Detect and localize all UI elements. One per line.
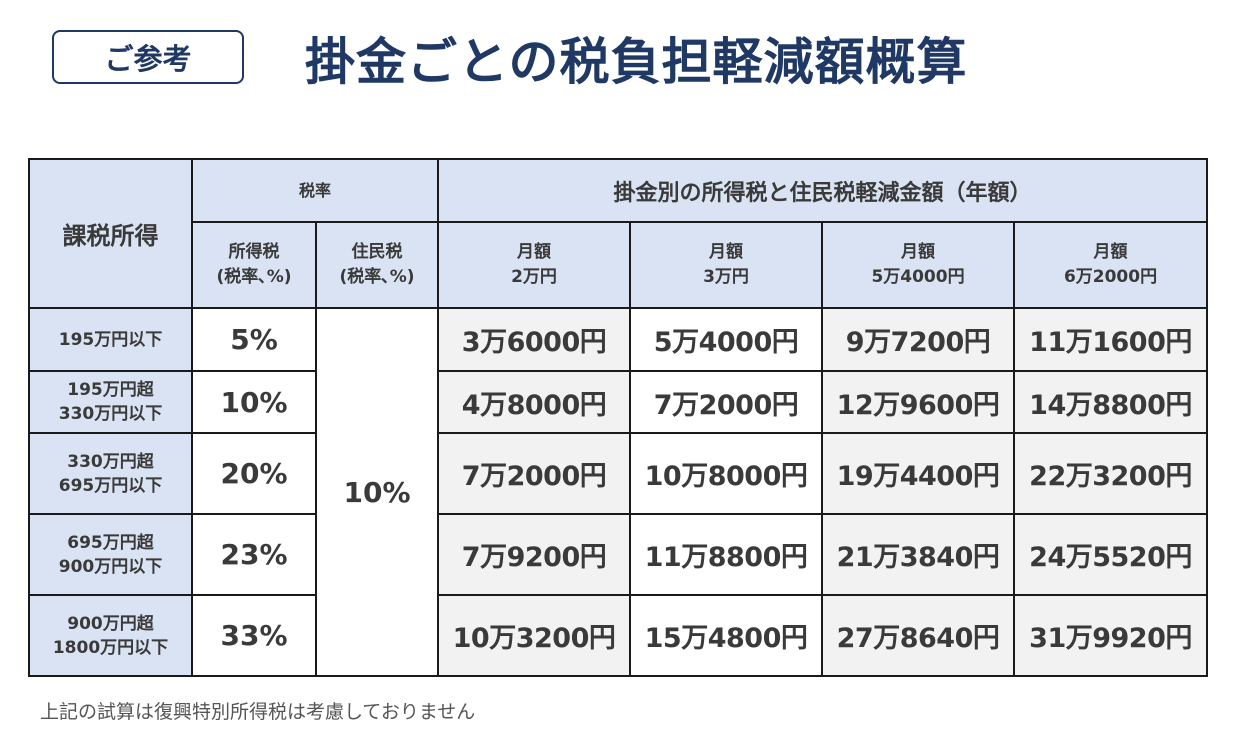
reduction-amount: 31万9920円	[1013, 594, 1209, 677]
reduction-amount: 12万9600円	[821, 370, 1016, 434]
reduction-amount: 7万2000円	[629, 370, 824, 434]
taxable-income-header: 課税所得	[28, 158, 193, 309]
month-header-3: 月額 5万4000円	[821, 221, 1016, 309]
table-row: 195万円超 330万円以下 10% 4万8000円 7万2000円 12万9600円 14…	[28, 370, 1209, 434]
income-tax-rate: 10%	[191, 370, 317, 434]
income-bracket-label: 195万円以下	[28, 307, 193, 372]
income-tax-rate: 33%	[191, 594, 317, 677]
page-title: 掛金ごとの税負担軽減額概算	[305, 33, 968, 91]
income-tax-rate: 23%	[191, 513, 317, 596]
reduction-amount: 10万3200円	[437, 594, 632, 677]
income-bracket-label: 330万円超 695万円以下	[28, 432, 193, 515]
tax-rate-header: 税率	[190, 158, 440, 223]
reduction-amount: 14万8800円	[1013, 370, 1209, 434]
reduction-amount: 7万9200円	[437, 513, 632, 596]
income-tax-rate: 5%	[191, 307, 317, 372]
income-tax-rate-header: 所得税 (税率､%)	[191, 221, 317, 309]
month-header-4: 月額 6万2000円	[1013, 221, 1209, 309]
reduction-amount: 5万4000円	[629, 307, 824, 372]
table-row: 195万円以下 5% 10% 3万6000円 5万4000円 9万7200円 11万1600…	[28, 307, 1209, 677]
income-bracket-label: 900万円超 1800万円以下	[28, 594, 193, 677]
table-row: 695万円超 900万円以下 23% 7万9200円 11万8800円 21万3840円 2…	[28, 513, 1209, 596]
reduction-amount: 22万3200円	[1013, 432, 1209, 515]
income-bracket-label: 695万円超 900万円以下	[28, 513, 193, 596]
reduction-amount: 9万7200円	[821, 307, 1016, 372]
reduction-amount: 7万2000円	[437, 432, 632, 515]
income-bracket-label: 195万円超 330万円以下	[28, 370, 193, 434]
table-row: 900万円超 1800万円以下 33% 10万3200円 15万4800円 27万8640…	[28, 594, 1209, 677]
reduction-amount: 11万1600円	[1013, 307, 1209, 372]
table-row: 330万円超 695万円以下 20% 7万2000円 10万8000円 19万4400円 2…	[28, 432, 1209, 515]
reduction-amount: 24万5520円	[1013, 513, 1209, 596]
reduction-amount: 11万8800円	[629, 513, 824, 596]
reduction-amount: 4万8000円	[437, 370, 632, 434]
footnote: 上記の試算は復興特別所得税は考慮しておりません	[40, 701, 476, 723]
month-header-2: 月額 3万円	[629, 221, 824, 309]
resident-tax-rate: 10%	[314, 307, 440, 677]
reduction-amount: 3万6000円	[437, 307, 632, 372]
reduction-amount-header: 掛金別の所得税と住民税軽減金額（年額）	[437, 158, 1209, 223]
resident-tax-rate-header: 住民税 (税率､%)	[314, 221, 440, 309]
reduction-amount: 27万8640円	[821, 594, 1016, 677]
reference-badge: ご参考	[52, 30, 244, 84]
reduction-amount: 10万8000円	[629, 432, 824, 515]
reduction-amount: 19万4400円	[821, 432, 1016, 515]
income-tax-rate: 20%	[191, 432, 317, 515]
tax-reduction-table: 課税所得 税率 掛金別の所得税と住民税軽減金額（年額） 所得税 (税率､%) 住民…	[28, 158, 1209, 677]
reduction-amount: 21万3840円	[821, 513, 1016, 596]
month-header-1: 月額 2万円	[437, 221, 632, 309]
reduction-amount: 15万4800円	[629, 594, 824, 677]
